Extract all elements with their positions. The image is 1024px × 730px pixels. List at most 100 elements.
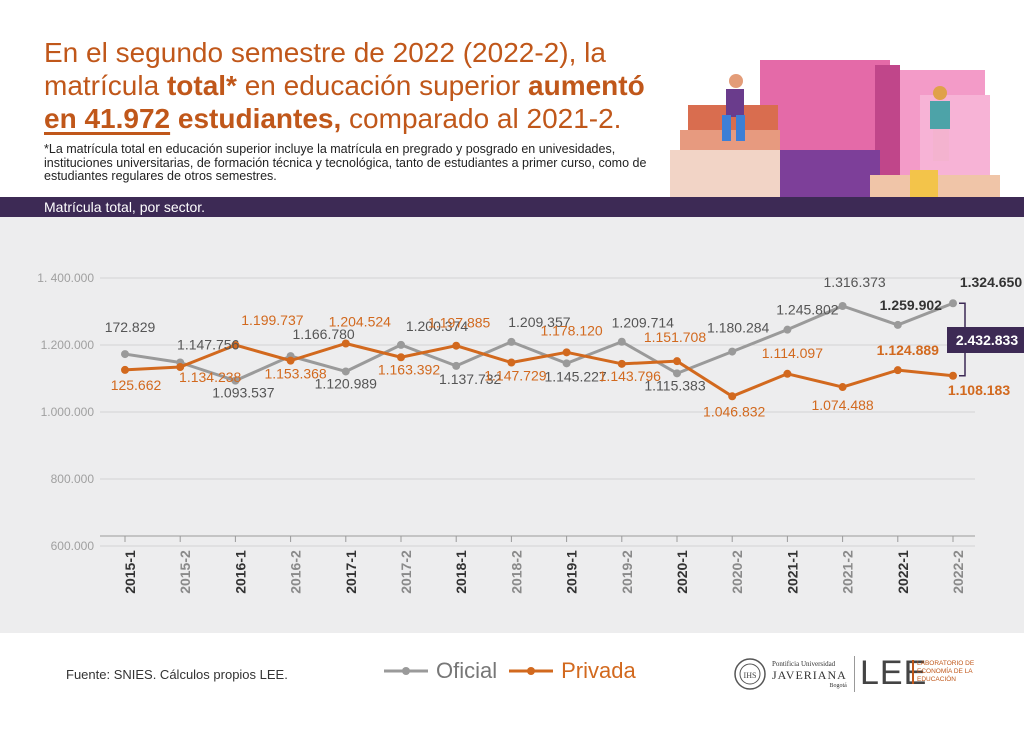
data-label-privada: 1.108.183 xyxy=(948,382,1010,398)
headline-text: matrícula xyxy=(44,70,167,101)
data-label-oficial: 1.316.373 xyxy=(823,274,885,290)
x-tick-label: 2019-2 xyxy=(619,550,635,594)
data-label-oficial: 1.166.780 xyxy=(292,326,354,342)
y-tick-label: 600.000 xyxy=(51,539,95,553)
total-label: 2.432.833 xyxy=(956,332,1018,348)
data-point-privada xyxy=(231,341,240,350)
legend-oficial-label: Oficial xyxy=(436,658,498,683)
data-label-privada: 1.143.796 xyxy=(599,368,661,384)
line-chart: 1. 400.000 1.200.000 1.000.000 800.000 600.0… xyxy=(37,271,1024,594)
data-point-oficial xyxy=(617,337,626,346)
data-label-privada: 1.178.120 xyxy=(540,322,602,338)
y-tick-label: 1. 400.000 xyxy=(37,271,94,285)
x-tick-label: 2018-1 xyxy=(453,550,469,594)
data-label-privada: 1.114.097 xyxy=(762,345,823,361)
data-point-privada xyxy=(452,341,461,350)
x-tick-label: 2017-2 xyxy=(398,550,414,594)
data-point-privada xyxy=(121,365,129,374)
data-label-privada: 1.134.238 xyxy=(179,369,241,385)
section-title: Matrícula total, por sector. xyxy=(44,199,206,215)
footnote: *La matrícula total en educación superio… xyxy=(44,142,647,183)
data-label-privada: 1.163.392 xyxy=(378,361,440,377)
data-label-oficial: 1.145.227 xyxy=(544,368,606,384)
data-label-oficial: 1.209.714 xyxy=(612,315,674,331)
data-point-privada xyxy=(783,369,792,378)
x-tick-label: 2022-1 xyxy=(895,550,911,594)
x-tick-label: 2015-2 xyxy=(177,550,193,594)
data-label-privada: 1.151.708 xyxy=(644,329,706,345)
headline-bold-total: total* xyxy=(166,70,237,101)
data-label-privada: 1.204.524 xyxy=(329,313,391,329)
x-tick-label: 2020-2 xyxy=(729,550,745,594)
logo-divider xyxy=(854,656,855,692)
data-label-oficial: 1.147.756 xyxy=(177,337,239,353)
books-illustration xyxy=(670,60,1000,200)
series-line-oficial xyxy=(124,301,954,383)
data-point-oficial xyxy=(341,367,350,376)
headline: En el segundo semestre de 2022 (2022-2),… xyxy=(44,36,724,135)
x-tick-label: 2022-2 xyxy=(950,550,966,594)
data-point-privada xyxy=(397,353,405,362)
data-label-privada: 1.074.488 xyxy=(811,397,873,413)
x-tick-label: 2019-1 xyxy=(564,550,580,594)
data-label-privada: 1.199.737 xyxy=(241,312,303,328)
x-tick-label: 2017-1 xyxy=(343,550,359,594)
chart-area xyxy=(0,217,1024,633)
data-label-privada: 1.124.889 xyxy=(877,342,939,358)
data-label-privada: 125.662 xyxy=(111,377,162,393)
headline-line1: En el segundo semestre de 2022 (2022-2),… xyxy=(44,37,606,68)
x-tick-label: 2016-2 xyxy=(288,550,304,594)
legend-item-privada: Privada xyxy=(509,658,636,684)
data-point-oficial xyxy=(507,337,516,346)
javeriana-line1: Pontificia Universidad xyxy=(772,660,836,668)
javeriana-crest-icon: IHS xyxy=(734,658,766,690)
logos: IHS Pontificia Universidad JAVERIANA Bog… xyxy=(730,650,990,698)
x-tick-label: 2015-1 xyxy=(122,550,138,594)
data-point-oficial xyxy=(397,340,405,349)
data-point-privada xyxy=(673,357,681,366)
data-label-oficial: 1.245.802 xyxy=(776,302,838,318)
data-point-privada xyxy=(286,356,295,365)
legend-oficial-marker xyxy=(384,667,428,675)
headline-bold-estudiantes: estudiantes, xyxy=(170,103,342,134)
data-point-privada xyxy=(838,383,847,392)
data-point-oficial xyxy=(562,359,571,368)
legend-item-oficial: Oficial xyxy=(384,658,497,684)
lee-logo-subtitle: LABORATORIO DE ECONOMÍA DE LA EDUCACIÓN xyxy=(912,660,993,684)
data-point-privada xyxy=(949,371,957,380)
data-label-privada: 1.153.368 xyxy=(264,366,326,382)
data-label-oficial: 1.259.902 xyxy=(880,297,942,313)
data-label-oficial: 1.200.374 xyxy=(406,318,468,334)
source-note: Fuente: SNIES. Cálculos propios LEE. xyxy=(66,667,288,682)
data-point-oficial xyxy=(673,369,681,378)
data-label-oficial: 1.120.989 xyxy=(315,375,377,391)
total-box xyxy=(947,327,1024,353)
data-label-oficial: 1.093.537 xyxy=(212,385,274,401)
series-line-privada xyxy=(124,341,954,398)
data-point-oficial xyxy=(783,325,792,334)
data-label-privada: 1.197.885 xyxy=(428,315,490,331)
data-point-oficial xyxy=(452,361,461,370)
x-tick-label: 2021-1 xyxy=(784,550,800,594)
data-label-oficial: 1.137.732 xyxy=(439,371,501,387)
y-tick-label: 800.000 xyxy=(51,472,95,486)
data-label-oficial: 1.209.357 xyxy=(508,314,570,330)
x-tick-label: 2020-1 xyxy=(674,550,690,594)
headline-increase-amount: en 41.972 xyxy=(44,103,171,134)
legend-privada-marker xyxy=(509,667,554,675)
data-label-oficial: 1.115.383 xyxy=(644,377,705,393)
y-tick-label: 1.200.000 xyxy=(41,338,95,352)
headline-text: en educación superior xyxy=(236,70,529,101)
data-point-privada xyxy=(728,392,737,401)
x-tick-label: 2016-1 xyxy=(232,550,248,594)
data-label-privada: 1.147.729 xyxy=(484,368,546,384)
data-point-privada xyxy=(507,358,516,367)
data-label-oficial: 1.180.284 xyxy=(707,320,769,336)
javeriana-line2: JAVERIANA xyxy=(772,668,847,682)
data-point-privada xyxy=(176,363,185,372)
headline-bold-aumento: aumentó xyxy=(528,70,645,101)
data-point-privada xyxy=(893,366,902,375)
data-point-oficial xyxy=(893,320,902,329)
data-point-oficial xyxy=(121,350,129,359)
data-point-oficial xyxy=(231,376,240,385)
